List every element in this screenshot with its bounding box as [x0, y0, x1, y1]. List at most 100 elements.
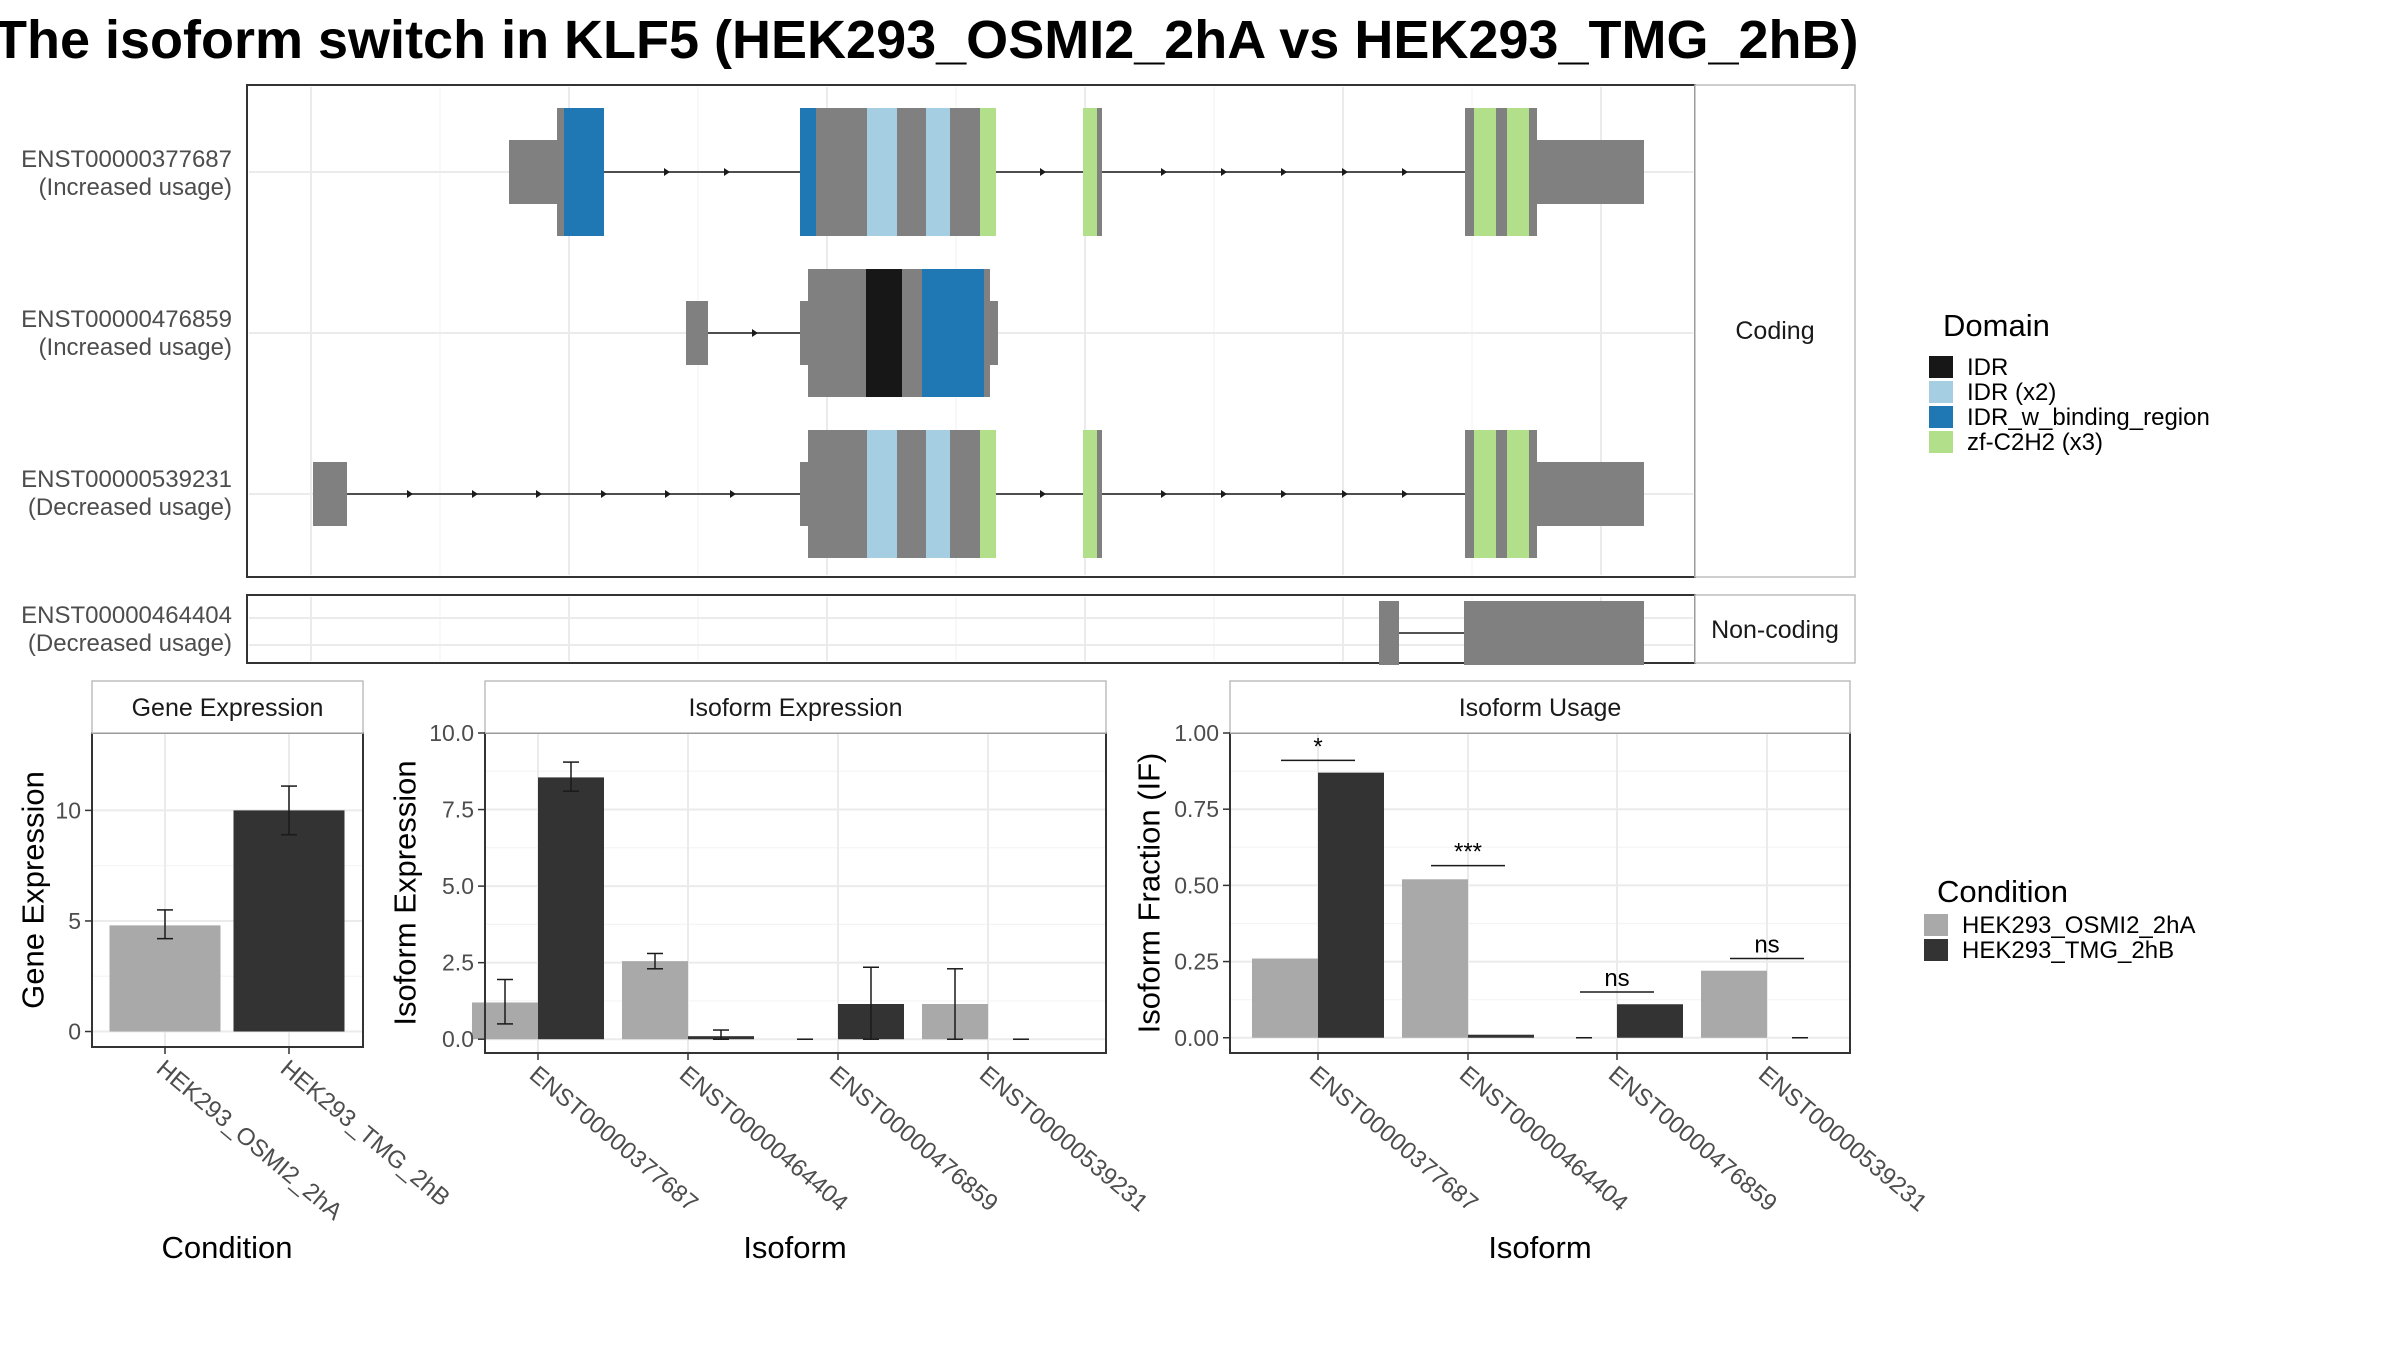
bar — [1402, 879, 1468, 1038]
domain-zf-C2H2 — [1474, 430, 1496, 558]
significance-label: *** — [1454, 839, 1482, 866]
y-tick-label: 0.25 — [1174, 949, 1219, 975]
domain-legend-label: zf-C2H2 (x3) — [1967, 429, 2103, 456]
bar — [233, 810, 345, 1032]
intron-arrow — [752, 329, 758, 337]
y-tick-label: 10 — [55, 797, 81, 823]
condition-legend-title: Condition — [1937, 874, 2068, 909]
y-tick-label: 5 — [68, 908, 81, 934]
intron-arrow — [1221, 168, 1227, 176]
y-axis-title: Isoform Expression — [388, 760, 423, 1025]
domain-IDR_w_binding_region — [922, 269, 984, 397]
x-tick-label: ENST00000377687 — [524, 1061, 703, 1217]
x-axis-title: Isoform — [743, 1230, 846, 1265]
intron-arrow — [1221, 490, 1227, 498]
y-tick-label: 5.0 — [442, 873, 474, 899]
bar-charts: Gene Expression0510HEK293_OSMI2_2hAHEK29… — [16, 680, 1932, 1265]
domain-legend-label: IDR — [1967, 354, 2008, 381]
bar — [1617, 1004, 1683, 1038]
significance-label: ns — [1604, 965, 1629, 992]
domain-legend-swatch — [1929, 356, 1953, 378]
transcript-label-id: ENST00000464404 — [21, 602, 232, 629]
domain-IDR_w_binding_region — [564, 108, 604, 236]
coding-exon — [800, 108, 996, 236]
intron-arrow — [536, 490, 542, 498]
panel-strip-title: Isoform Usage — [1459, 694, 1622, 722]
intron-arrow — [1402, 490, 1408, 498]
significance-label: ns — [1754, 932, 1779, 959]
coding-exon — [808, 430, 996, 558]
domain-zf-C2H2 — [1507, 430, 1529, 558]
domain-IDR-x2 — [867, 108, 897, 236]
y-tick-label: 0.75 — [1174, 796, 1219, 822]
y-tick-label: 2.5 — [442, 950, 474, 976]
transcript-label-id: ENST00000539231 — [21, 466, 232, 493]
transcript-label-id: ENST00000377687 — [21, 146, 232, 173]
noncoding-grid — [249, 597, 1693, 661]
intron-arrow — [1281, 168, 1287, 176]
panel-strip — [91, 680, 364, 734]
intron-arrow — [1402, 168, 1408, 176]
transcript-track-ENST00000464404 — [1379, 601, 1644, 665]
domain-legend-swatch — [1929, 431, 1953, 453]
intron-arrow — [472, 490, 478, 498]
noncoding-strip-label: Non-coding — [1711, 616, 1839, 644]
y-tick-label: 10.0 — [429, 720, 474, 746]
significance-label: * — [1313, 733, 1322, 760]
panel-strip-title: Gene Expression — [132, 694, 324, 722]
transcript-structure-panel: Coding Non-coding ENST00000377687 (Incre… — [21, 84, 1856, 665]
noncoding-exon — [1464, 601, 1644, 665]
bar — [1468, 1034, 1534, 1038]
intron-arrow — [1342, 168, 1348, 176]
domain-legend-swatch — [1929, 381, 1953, 403]
panel-strip — [1229, 680, 1851, 734]
condition-legend-swatch — [1924, 914, 1948, 936]
domain-zf-C2H2 — [980, 430, 996, 558]
intron-arrow — [601, 490, 607, 498]
bar — [1701, 970, 1767, 1038]
coding-strip-label: Coding — [1735, 317, 1814, 345]
transcript-label-usage: (Decreased usage) — [28, 494, 232, 521]
noncoding-strip — [1694, 594, 1856, 664]
bar — [622, 961, 688, 1040]
intron-arrow — [1281, 490, 1287, 498]
domain-zf-C2H2 — [1507, 108, 1529, 236]
y-tick-label: 1.00 — [1174, 720, 1219, 746]
domain-IDR-x2 — [867, 430, 897, 558]
intron-arrow — [1040, 168, 1046, 176]
y-tick-label: 0.00 — [1174, 1025, 1219, 1051]
transcript-label-usage: (Decreased usage) — [28, 630, 232, 657]
x-tick-label: ENST00000377687 — [1304, 1061, 1483, 1217]
intron-arrow — [407, 490, 413, 498]
transcript-track-ENST00000476859 — [686, 269, 998, 397]
utr-exon — [1537, 140, 1644, 204]
domain-legend-swatch — [1929, 406, 1953, 428]
chart-panel: Isoform Expression 0.0 2.5 5.0 7.5 10.0 ENST00… — [388, 680, 1153, 1265]
bar — [109, 925, 221, 1032]
utr-exon — [509, 140, 557, 204]
y-axis-title: Gene Expression — [16, 771, 51, 1009]
y-tick-label: 7.5 — [442, 797, 474, 823]
domain-zf-C2H2 — [980, 108, 996, 236]
x-axis-title: Condition — [162, 1230, 293, 1265]
intron-arrow — [724, 168, 730, 176]
bar — [1252, 958, 1318, 1038]
y-axis-title: Isoform Fraction (IF) — [1132, 753, 1167, 1034]
utr-exon — [313, 462, 347, 526]
utr-exon — [800, 462, 809, 526]
y-tick-label: 0.50 — [1174, 872, 1219, 898]
domain-legend-label: IDR (x2) — [1967, 379, 2056, 406]
x-axis-title: Isoform — [1488, 1230, 1591, 1265]
intron-arrow — [730, 490, 736, 498]
condition-legend-label: HEK293_TMG_2hB — [1962, 937, 2174, 964]
domain-IDR — [866, 269, 902, 397]
coding-strip — [1694, 84, 1856, 578]
utr-exon — [800, 301, 809, 365]
utr-exon — [988, 301, 998, 365]
transcript-label-id: ENST00000476859 — [21, 306, 232, 333]
intron-arrow — [1161, 168, 1167, 176]
